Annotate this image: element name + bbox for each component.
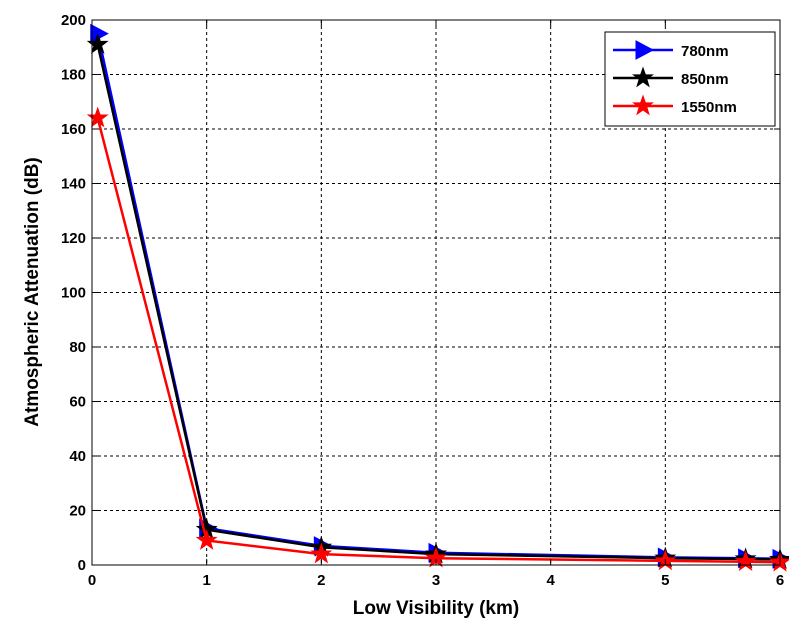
y-tick-label: 40 [69,448,86,465]
data-point-1550nm [195,528,218,550]
x-tick-label: 2 [317,572,325,589]
y-tick-label: 200 [61,12,86,29]
y-tick-label: 80 [69,339,86,356]
legend-marker-850nm [632,66,654,88]
data-point-1550nm [734,550,757,572]
y-tick-label: 180 [61,67,86,84]
data-point-1550nm [86,106,109,128]
grid [92,20,780,565]
x-tick-label: 4 [546,572,555,589]
x-tick-label: 3 [432,572,440,589]
x-tick-label: 5 [661,572,669,589]
y-tick-label: 140 [61,176,86,193]
y-tick-label: 0 [78,557,86,574]
y-tick-label: 120 [61,230,86,247]
y-axis-label: Atmospheric Attenuation (dB) [22,157,43,427]
x-tick-label: 0 [88,572,96,589]
legend-label-780nm: 780nm [681,43,729,60]
x-tick-label: 1 [202,572,210,589]
data-point-1550nm [310,542,333,564]
legend-label-1550nm: 1550nm [681,99,737,116]
legend-marker-1550nm [632,94,654,116]
y-tick-label: 160 [61,121,86,138]
x-axis-label: Low Visibility (km) [353,598,519,619]
data-point-850nm [86,32,109,54]
series-group [86,23,789,572]
legend-label-850nm: 850nm [681,71,729,88]
legend: 780nm 850nm 1550nm [604,31,776,127]
legend-marker-780nm [635,40,655,60]
y-tick-label: 20 [69,503,86,520]
series-1550nm [86,106,789,572]
y-tick-label: 100 [61,285,86,302]
x-tick-label: 6 [776,572,784,589]
y-tick-label: 60 [69,394,86,411]
